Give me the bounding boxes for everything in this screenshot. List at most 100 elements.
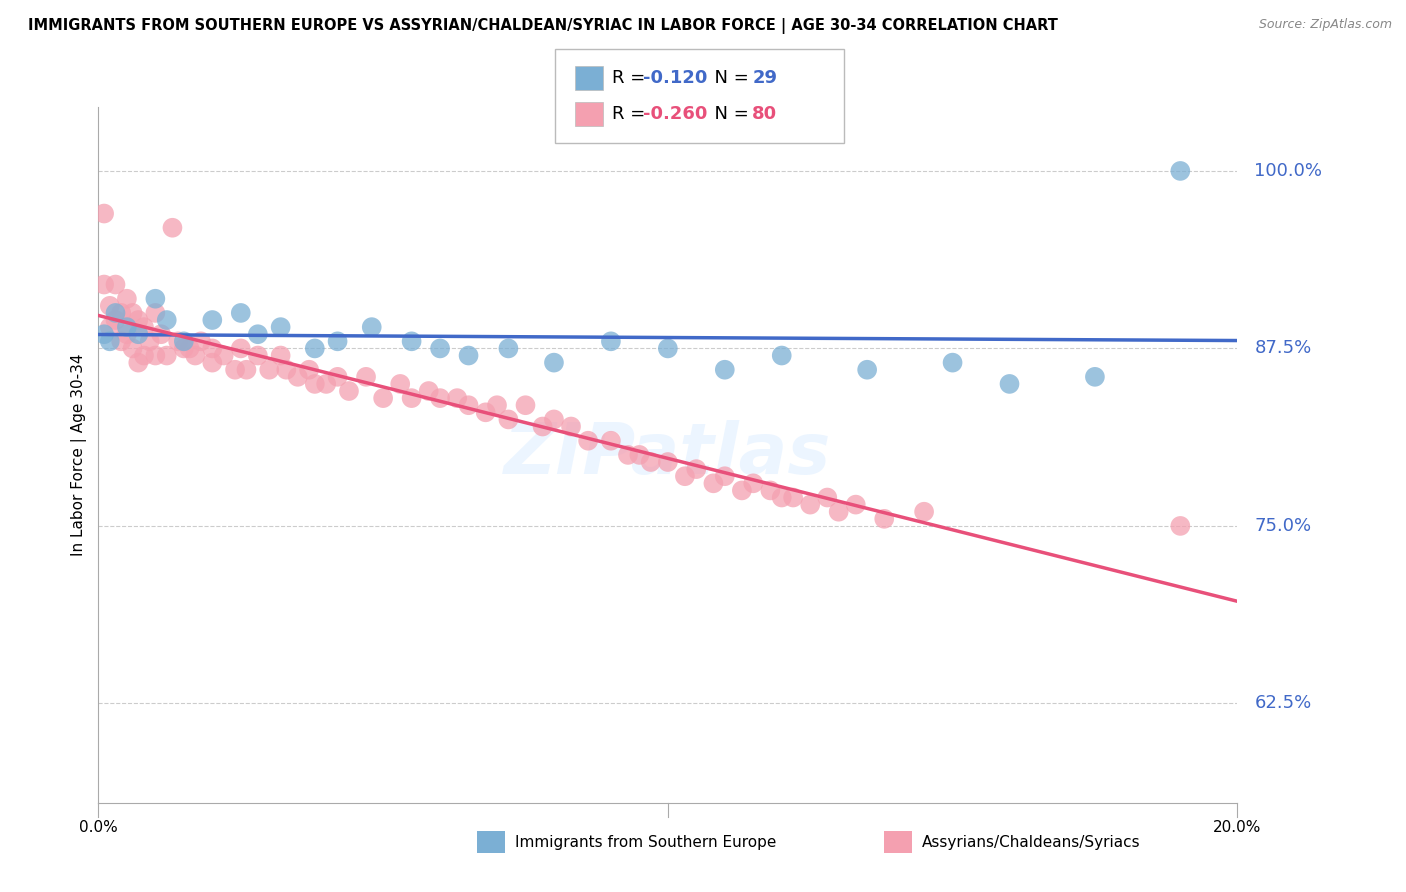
Text: 87.5%: 87.5% xyxy=(1254,340,1312,358)
Point xyxy=(782,491,804,505)
Point xyxy=(600,434,623,448)
Text: -0.120: -0.120 xyxy=(643,69,707,87)
Point xyxy=(201,313,224,327)
Point xyxy=(259,362,281,376)
Point xyxy=(560,419,582,434)
Point xyxy=(98,334,121,349)
Point xyxy=(742,476,765,491)
Point xyxy=(104,306,127,320)
Point xyxy=(201,342,224,356)
Point xyxy=(714,469,737,483)
Point xyxy=(224,362,246,376)
Point xyxy=(173,342,195,356)
Point xyxy=(815,491,838,505)
Point xyxy=(115,320,138,334)
Point xyxy=(1084,369,1107,384)
Point xyxy=(93,327,115,342)
Text: Source: ZipAtlas.com: Source: ZipAtlas.com xyxy=(1258,18,1392,31)
Point xyxy=(304,342,326,356)
Point xyxy=(115,292,138,306)
Point xyxy=(104,313,127,327)
Point xyxy=(326,334,349,349)
Y-axis label: In Labor Force | Age 30-34: In Labor Force | Age 30-34 xyxy=(72,353,87,557)
Point xyxy=(685,462,707,476)
Point xyxy=(673,469,696,483)
Point xyxy=(235,362,257,376)
Point xyxy=(657,455,679,469)
Point xyxy=(190,334,212,349)
Text: IMMIGRANTS FROM SOUTHERN EUROPE VS ASSYRIAN/CHALDEAN/SYRIAC IN LABOR FORCE | AGE: IMMIGRANTS FROM SOUTHERN EUROPE VS ASSYR… xyxy=(28,18,1057,34)
Point xyxy=(121,342,143,356)
Point xyxy=(98,299,121,313)
Point xyxy=(531,419,554,434)
Text: 0.0%: 0.0% xyxy=(79,820,118,835)
Text: Immigrants from Southern Europe: Immigrants from Southern Europe xyxy=(515,835,776,849)
Point xyxy=(498,412,520,426)
Point xyxy=(138,334,160,349)
Point xyxy=(93,277,115,292)
Text: R =: R = xyxy=(612,69,651,87)
Point xyxy=(184,349,207,363)
Point xyxy=(104,277,127,292)
Point xyxy=(287,369,309,384)
Text: 100.0%: 100.0% xyxy=(1254,162,1323,180)
Point xyxy=(702,476,724,491)
Point xyxy=(127,356,149,370)
Point xyxy=(145,306,167,320)
Point xyxy=(770,349,793,363)
Text: N =: N = xyxy=(703,69,755,87)
Point xyxy=(486,398,509,412)
Point xyxy=(628,448,651,462)
Point xyxy=(640,455,662,469)
Text: 80: 80 xyxy=(752,104,778,123)
Point xyxy=(212,349,235,363)
Point xyxy=(912,505,935,519)
Point xyxy=(799,498,821,512)
Point xyxy=(770,491,793,505)
Point xyxy=(246,327,269,342)
Point xyxy=(1170,164,1192,178)
Point xyxy=(498,342,520,356)
Text: 75.0%: 75.0% xyxy=(1254,517,1312,535)
Point xyxy=(270,349,292,363)
Point xyxy=(543,412,565,426)
Point xyxy=(110,334,132,349)
Point xyxy=(98,320,121,334)
Point xyxy=(229,342,252,356)
Point xyxy=(354,369,377,384)
Point xyxy=(115,327,138,342)
Point xyxy=(714,362,737,376)
Point xyxy=(457,349,479,363)
Point xyxy=(145,292,167,306)
Point xyxy=(127,327,149,342)
Point xyxy=(127,313,149,327)
Point xyxy=(110,306,132,320)
Point xyxy=(576,434,599,448)
Point xyxy=(873,512,896,526)
Text: ZIPatlas: ZIPatlas xyxy=(505,420,831,490)
Point xyxy=(657,342,679,356)
Point xyxy=(389,376,412,391)
Point xyxy=(856,362,879,376)
Point xyxy=(156,349,179,363)
Point xyxy=(145,349,167,363)
Text: 62.5%: 62.5% xyxy=(1254,694,1312,713)
Point xyxy=(270,320,292,334)
Point xyxy=(401,334,423,349)
Point xyxy=(132,349,155,363)
Point xyxy=(304,376,326,391)
Point xyxy=(373,391,395,405)
Text: 20.0%: 20.0% xyxy=(1213,820,1261,835)
Point xyxy=(167,334,190,349)
Text: -0.260: -0.260 xyxy=(643,104,707,123)
Point xyxy=(162,220,184,235)
Point xyxy=(617,448,640,462)
Point xyxy=(457,398,479,412)
Point xyxy=(201,356,224,370)
Point xyxy=(315,376,337,391)
Point xyxy=(229,306,252,320)
Point xyxy=(121,306,143,320)
Point xyxy=(298,362,321,376)
Point xyxy=(600,334,623,349)
Point xyxy=(731,483,754,498)
